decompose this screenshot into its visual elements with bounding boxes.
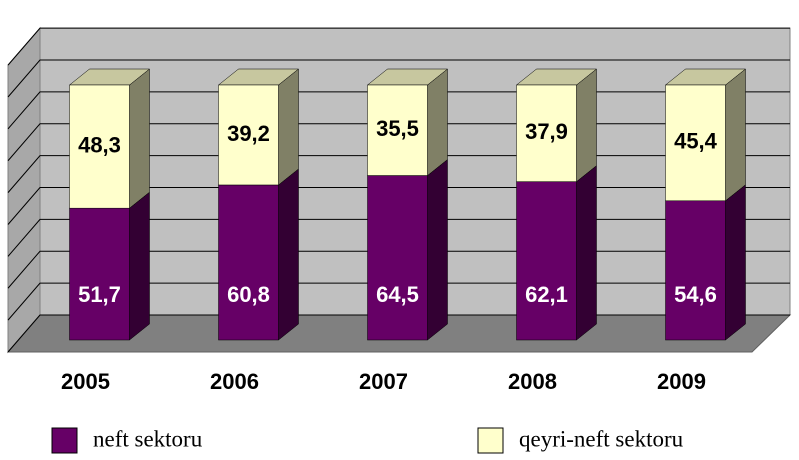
grid-line xyxy=(7,27,790,66)
bars: 51,7 48,3 2005 60,8 39,2 2006 64,5 35,5 2007 62,1… xyxy=(61,68,747,394)
bar-segment xyxy=(366,68,449,177)
x-tick-label: 2008 xyxy=(508,369,557,394)
bar-segment xyxy=(664,184,747,341)
bar-front xyxy=(69,207,130,341)
value-label: 60,8 xyxy=(227,282,270,307)
bar-segment xyxy=(217,168,300,341)
x-tick-label: 2007 xyxy=(359,369,408,394)
grid-line xyxy=(7,59,790,98)
bar-side xyxy=(725,68,746,202)
bar-front xyxy=(367,84,428,176)
bar-front xyxy=(218,84,279,186)
bar-segment xyxy=(68,191,151,341)
bar-side xyxy=(427,159,448,341)
value-label: 62,1 xyxy=(525,282,568,307)
bar-segment xyxy=(68,68,151,209)
legend-swatch xyxy=(51,427,78,454)
x-tick-label: 2006 xyxy=(210,369,259,394)
bar-front xyxy=(516,181,577,341)
side-wall xyxy=(7,26,41,354)
bar-front xyxy=(69,84,130,209)
value-label: 37,9 xyxy=(525,119,568,144)
value-label: 48,3 xyxy=(78,132,121,157)
bar-front xyxy=(218,184,279,341)
bar-side xyxy=(576,68,597,183)
bar-side xyxy=(725,184,746,341)
bar-segment xyxy=(515,165,598,341)
bar-front xyxy=(516,84,577,182)
legend-swatch xyxy=(477,427,504,454)
bar-front xyxy=(665,200,726,341)
bar-front xyxy=(665,84,726,202)
value-label: 54,6 xyxy=(674,282,717,307)
bar-side xyxy=(129,191,150,341)
bar-side xyxy=(427,68,448,177)
legend: neft sektoru qeyri-neft sektoru xyxy=(51,426,684,454)
x-tick-label: 2005 xyxy=(61,369,110,394)
bar-side xyxy=(278,168,299,341)
legend-label: qeyri-neft sektoru xyxy=(519,426,684,451)
bar-side xyxy=(576,165,597,341)
bar-front xyxy=(367,175,428,341)
bar-segment xyxy=(664,68,747,202)
value-label: 39,2 xyxy=(227,121,270,146)
bar-segment xyxy=(366,159,449,341)
value-label: 35,5 xyxy=(376,116,419,141)
value-label: 64,5 xyxy=(376,282,419,307)
bar-segment xyxy=(515,68,598,183)
value-label: 45,4 xyxy=(674,129,718,154)
legend-label: neft sektoru xyxy=(93,426,203,451)
bar-side xyxy=(129,68,150,209)
value-label: 51,7 xyxy=(78,282,121,307)
bar-segment xyxy=(217,68,300,186)
bar-side xyxy=(278,68,299,186)
x-tick-label: 2009 xyxy=(657,369,706,394)
